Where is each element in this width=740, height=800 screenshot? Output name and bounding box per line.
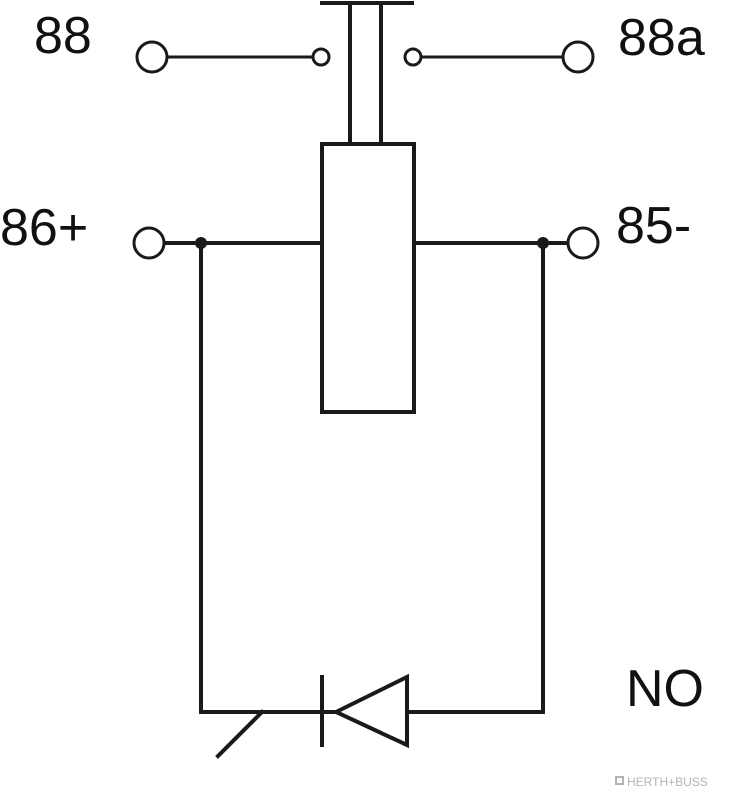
contact-88 xyxy=(311,47,331,67)
label-88a: 88a xyxy=(618,9,705,67)
watermark-text: HERTH+BUSS xyxy=(627,775,708,789)
terminal-85 xyxy=(566,226,600,260)
diode-triangle xyxy=(331,673,409,749)
terminal-88a xyxy=(561,40,595,74)
label-88: 88 xyxy=(34,7,92,65)
watermark-logo: HERTH+BUSS xyxy=(615,775,708,789)
label-contact-type: NO xyxy=(626,660,704,718)
slash-mark xyxy=(215,709,265,759)
terminal-86 xyxy=(132,226,166,260)
relay-coil xyxy=(320,142,416,414)
label-85: 85- xyxy=(616,197,691,255)
label-86: 86+ xyxy=(0,199,88,257)
terminal-88 xyxy=(135,40,169,74)
contact-88a xyxy=(403,47,423,67)
